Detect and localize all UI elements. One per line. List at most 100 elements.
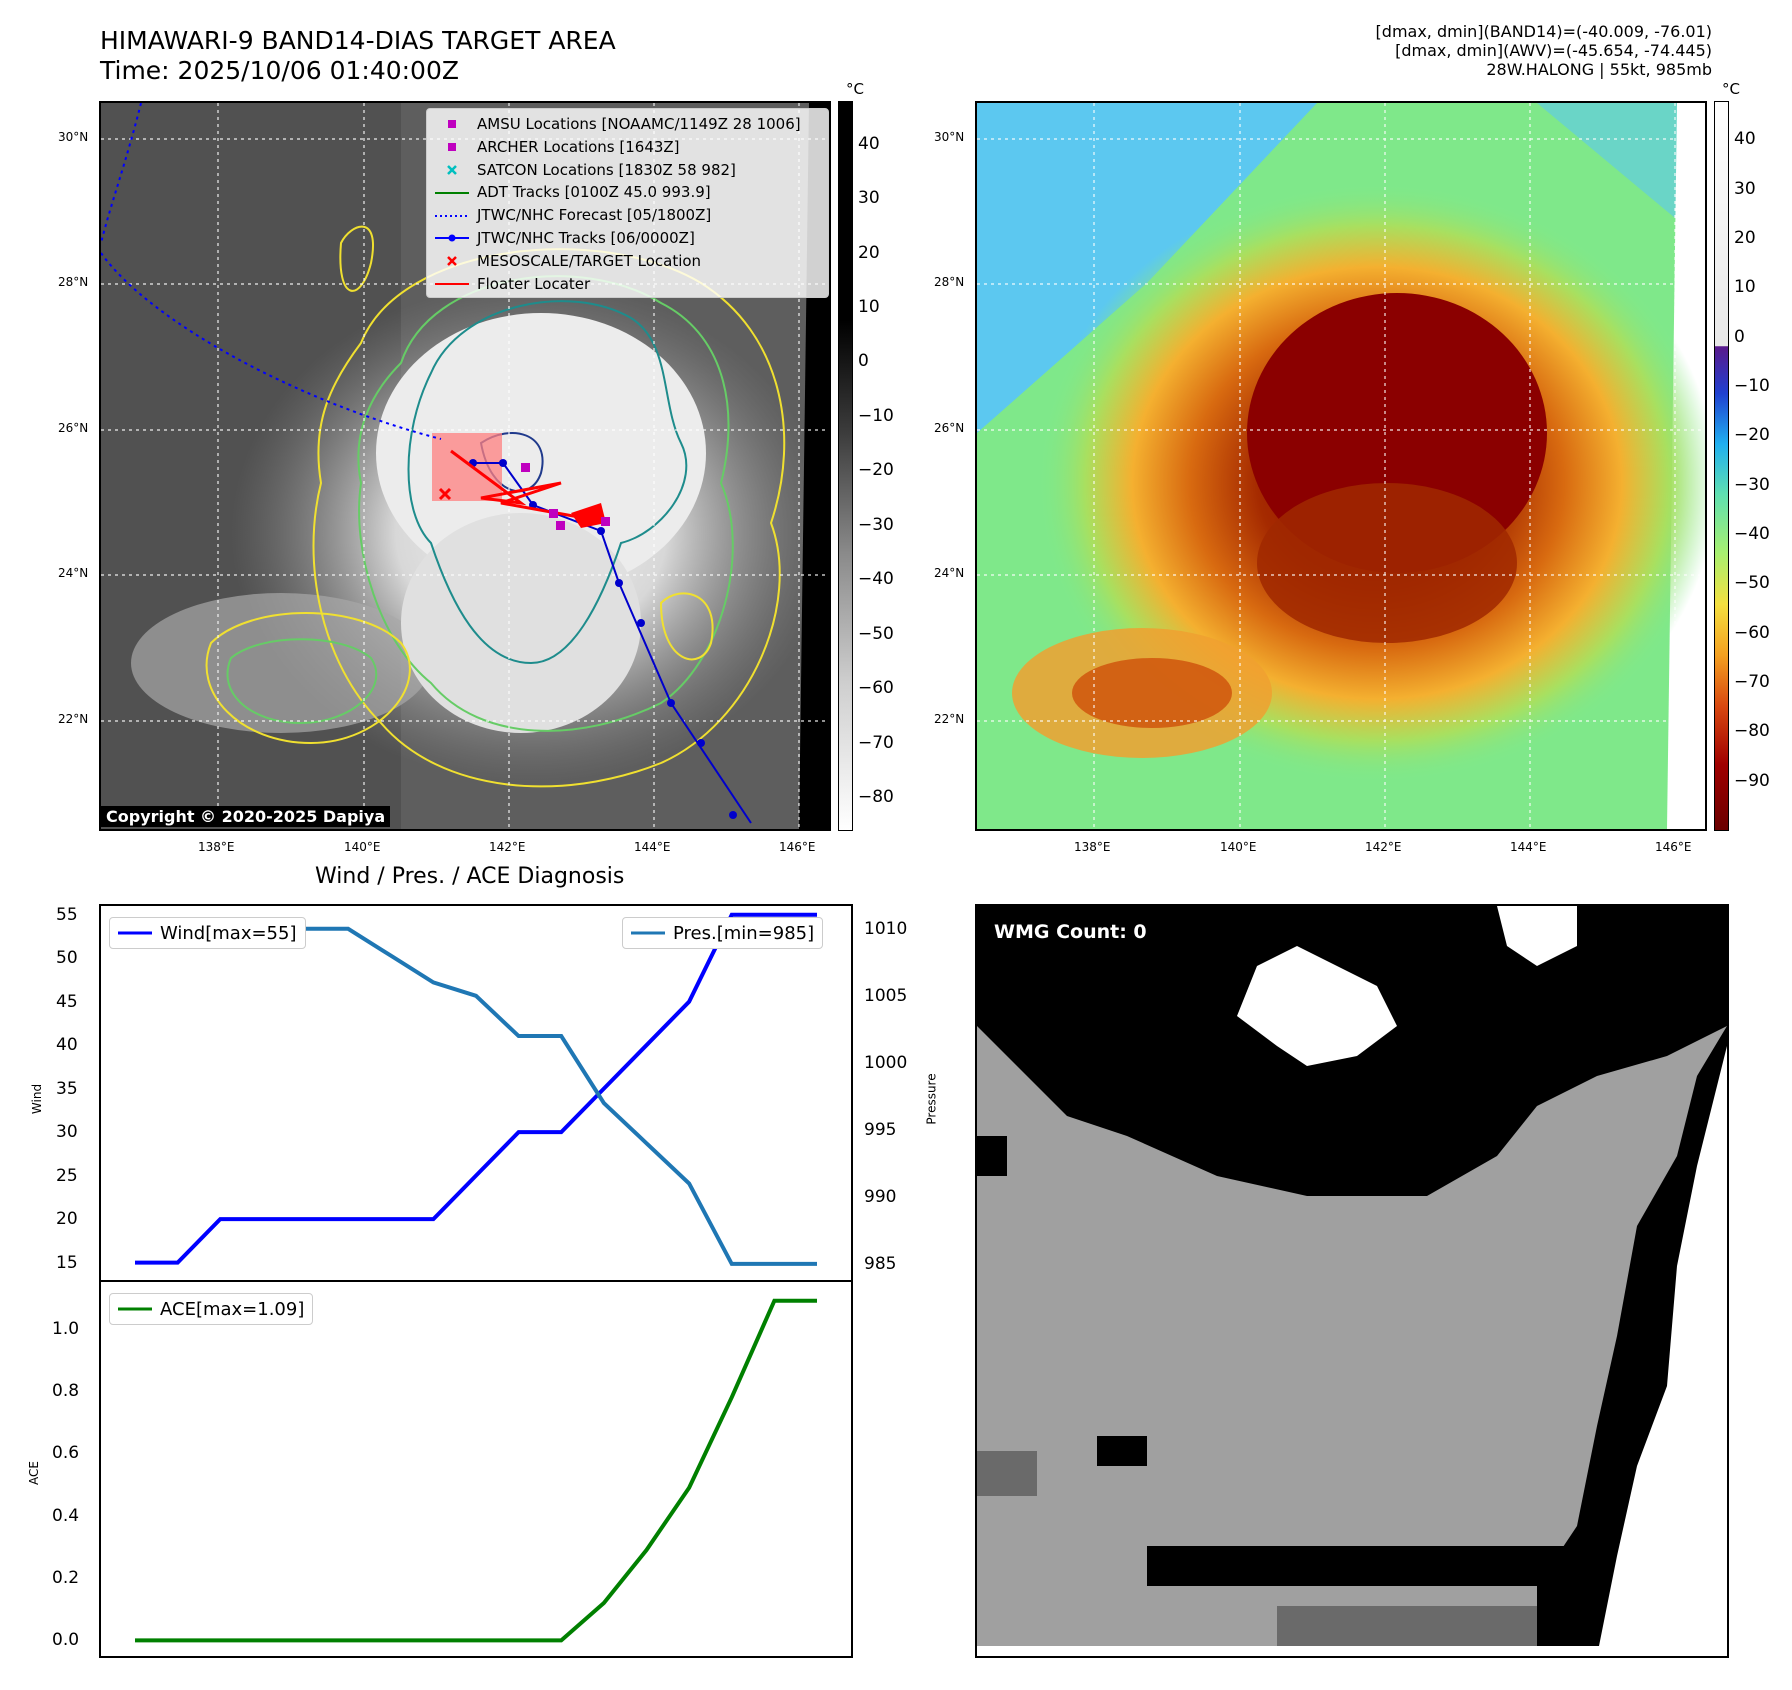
x-marker-icon — [447, 256, 457, 267]
colorbar-tick: 20 — [1734, 228, 1756, 249]
wind-tick-label: 25 — [56, 1165, 78, 1186]
colorbar-tick: −70 — [1734, 672, 1770, 693]
legend-item-forecast: JTWC/NHC Forecast [05/1800Z] — [435, 204, 820, 227]
colorbar-tick: 30 — [1734, 178, 1756, 199]
diagnosis-title: Wind / Pres. / ACE Diagnosis — [315, 864, 625, 889]
colorbar-tick: −80 — [1734, 721, 1770, 742]
lat-label: 30°N — [934, 130, 965, 144]
colorbar-tick: −20 — [1734, 425, 1770, 446]
lon-label: 138°E — [1074, 840, 1111, 854]
colorbar-tick: 10 — [1734, 277, 1756, 298]
ace-tick-label: 1.0 — [52, 1318, 80, 1339]
lon-label: 138°E — [198, 840, 235, 854]
ace-tick-label: 0.2 — [52, 1568, 80, 1589]
pressure-legend: Pres.[min=985] — [622, 917, 824, 949]
lat-label: 22°N — [934, 712, 965, 726]
ace-chart — [99, 1280, 853, 1658]
legend-item-amsu: AMSU Locations [NOAAMC/1149Z 28 1006] — [435, 113, 820, 136]
steelblue-line-icon — [631, 931, 665, 935]
dotted-line-icon — [435, 214, 469, 217]
colorbar-tick: 40 — [1734, 129, 1756, 150]
legend-item-archer: ARCHER Locations [1643Z] — [435, 136, 820, 159]
pressure-tick-label: 1010 — [864, 918, 908, 939]
colorbar-tick: 0 — [858, 351, 869, 372]
pressure-tick-label: 990 — [864, 1186, 897, 1207]
lon-label: 146°E — [1655, 840, 1692, 854]
ace-plot — [135, 1298, 817, 1643]
colorbar-tick: −10 — [1734, 376, 1770, 397]
colorbar-tick: −40 — [1734, 524, 1770, 545]
legend-item-adt: ADT Tracks [0100Z 45.0 993.9] — [435, 181, 820, 204]
lon-label: 142°E — [1365, 840, 1402, 854]
colorbar-tick: −90 — [1734, 770, 1770, 791]
colorbar-tick: −30 — [1734, 474, 1770, 495]
lon-label: 140°E — [344, 840, 381, 854]
right-cbar-unit: °C — [1722, 80, 1740, 98]
lon-label: 140°E — [1220, 840, 1257, 854]
wind-series-line — [135, 912, 817, 1265]
lat-label: 30°N — [58, 130, 89, 144]
legend-item-mesoscale: MESOSCALE/TARGET Location — [435, 250, 820, 273]
square-marker-icon — [448, 143, 456, 152]
colorbar-tick: −70 — [858, 732, 894, 753]
lon-label: 144°E — [1510, 840, 1547, 854]
pressure-tick-label: 995 — [864, 1119, 897, 1140]
wind-tick-label: 35 — [56, 1078, 78, 1099]
ace-tick-label: 0.6 — [52, 1443, 80, 1464]
square-marker-icon — [448, 120, 456, 129]
pressure-series-line — [135, 926, 817, 1266]
wind-axis-label: Wind — [30, 1083, 45, 1115]
legend-item-tracks: JTWC/NHC Tracks [06/0000Z] — [435, 227, 820, 250]
lat-label: 28°N — [58, 275, 89, 289]
lat-label: 28°N — [934, 275, 965, 289]
line-marker-icon — [435, 282, 469, 285]
page-title: HIMAWARI-9 BAND14-DIAS TARGET AREA — [100, 26, 616, 55]
lon-label: 146°E — [779, 840, 816, 854]
left-colorbar — [838, 101, 853, 831]
pressure-tick-label: 1000 — [864, 1052, 908, 1073]
time-label: Time: 2025/10/06 01:40:00Z — [100, 56, 459, 85]
pressure-axis-label: Pressure — [924, 1073, 939, 1125]
colorbar-tick: −40 — [858, 569, 894, 590]
green-line-icon — [118, 1307, 152, 1311]
x-marker-icon — [447, 165, 457, 175]
colorbar-tick: −50 — [858, 623, 894, 644]
ace-tick-label: 0.8 — [52, 1381, 80, 1402]
colorbar-tick: −60 — [858, 678, 894, 699]
wind-tick-label: 55 — [56, 904, 78, 925]
wind-tick-label: 20 — [56, 1209, 78, 1230]
colored-map-panel — [975, 101, 1707, 831]
right-colorbar — [1714, 101, 1729, 831]
wind-pressure-chart — [99, 904, 853, 1282]
copyright-label: Copyright © 2020-2025 Dapiya — [101, 806, 391, 827]
colored-map-image — [977, 103, 1705, 829]
line-marker-icon — [435, 191, 469, 194]
wind-tick-label: 15 — [56, 1252, 78, 1273]
colorbar-tick: 30 — [858, 188, 880, 209]
info-band14: [dmax, dmin](BAND14)=(-40.009, -76.01) — [1375, 22, 1712, 41]
colorbar-tick: 0 — [1734, 326, 1745, 347]
colorbar-tick: −10 — [858, 405, 894, 426]
wind-tick-label: 45 — [56, 991, 78, 1012]
lat-label: 26°N — [934, 421, 965, 435]
wmg-image — [977, 906, 1727, 1656]
colorbar-tick: 40 — [858, 133, 880, 154]
lon-label: 142°E — [489, 840, 526, 854]
info-block: [dmax, dmin](BAND14)=(-40.009, -76.01) [… — [1376, 22, 1712, 79]
colorbar-tick: −30 — [858, 514, 894, 535]
left-cbar-unit: °C — [846, 80, 864, 98]
pressure-tick-label: 1005 — [864, 985, 908, 1006]
colorbar-tick: −60 — [1734, 622, 1770, 643]
colorbar-tick: 10 — [858, 297, 880, 317]
colorbar-tick: −20 — [858, 460, 894, 481]
lat-label: 22°N — [58, 712, 89, 726]
colorbar-tick: 20 — [858, 242, 880, 263]
ace-legend: ACE[max=1.09] — [109, 1293, 314, 1325]
map-legend: AMSU Locations [NOAAMC/1149Z 28 1006] AR… — [426, 108, 829, 298]
wind-pressure-plot — [135, 912, 817, 1266]
lat-label: 26°N — [58, 421, 89, 435]
ace-tick-label: 0.4 — [52, 1505, 80, 1526]
legend-item-floater: Floater Locater — [435, 273, 820, 296]
wind-tick-label: 50 — [56, 948, 78, 969]
pressure-tick-label: 985 — [864, 1253, 897, 1274]
